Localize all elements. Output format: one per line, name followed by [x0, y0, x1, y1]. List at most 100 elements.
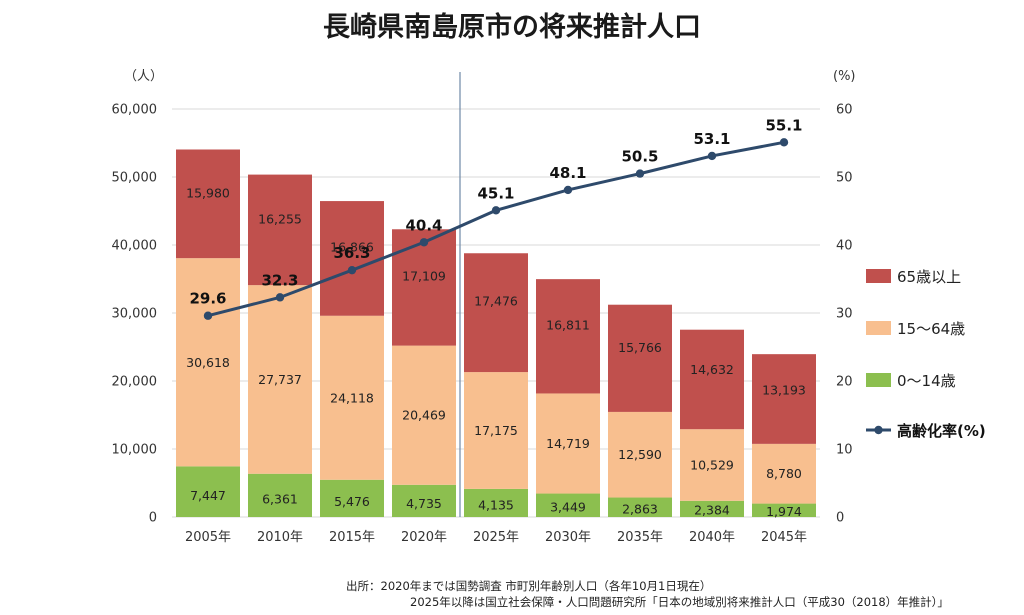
bar-segment-label: 5,476 [334, 494, 370, 509]
bar-segment-label: 15,980 [186, 185, 230, 200]
bar-segment-label: 27,737 [258, 372, 302, 387]
bar-segment-label: 17,476 [474, 293, 518, 308]
bar-segment-label: 30,618 [186, 355, 230, 370]
y-left-tick-label: 40,000 [112, 239, 158, 254]
legend-line-marker [874, 425, 883, 435]
bar-segment-label: 7,447 [190, 488, 226, 503]
legend-label: 15～64歳 [897, 320, 965, 338]
aging-rate-label: 45.1 [477, 184, 514, 202]
bar-segment-age-15-64 [752, 443, 816, 504]
bar-segment-age-0-14 [248, 473, 312, 517]
aging-rate-point [635, 169, 645, 178]
bar-segment-age-65-plus [536, 279, 600, 394]
y-right-tick-label: 60 [836, 103, 853, 118]
bar-segment-label: 10,529 [690, 457, 734, 472]
y-right-tick-label: 20 [836, 375, 853, 390]
bar-segment-label: 13,193 [762, 383, 806, 398]
legend-label: 0～14歳 [897, 372, 956, 390]
bar-segment-label: 14,632 [690, 362, 734, 377]
x-tick-label: 2020年 [401, 530, 447, 545]
y-left-unit: （人） [124, 69, 163, 84]
stacked-bars: 7,447 30,618 15,980 6,361 27,737 16,255 5,476 2… [176, 149, 816, 519]
bar-segment-age-65-plus [320, 201, 384, 316]
y-right-tick-label: 30 [836, 307, 853, 322]
bar-segment-age-65-plus [608, 304, 672, 412]
source-note-line2: 2025年以降は国立社会保障・人口問題研究所「日本の地域別将来推計人口（平成30… [410, 595, 949, 609]
bar-segment-label: 8,780 [766, 466, 802, 481]
bar-segment-age-65-plus [248, 174, 312, 286]
bar-segment-label: 17,175 [474, 423, 518, 438]
y-right-tick-label: 0 [836, 511, 844, 526]
y-left-tick-label: 30,000 [112, 307, 158, 322]
bar-segment-label: 14,719 [546, 436, 590, 451]
bar-segment-age-0-14 [752, 503, 816, 517]
y-left-tick-label: 10,000 [112, 443, 158, 458]
y-left-tick-label: 60,000 [112, 103, 158, 118]
legend-swatch [866, 373, 891, 387]
bar-segment-age-0-14 [680, 500, 744, 517]
bar-segment-label: 1,974 [766, 504, 802, 519]
aging-rate-point [491, 206, 501, 215]
bar-segment-label: 12,590 [618, 447, 662, 462]
aging-rate-label: 50.5 [621, 148, 658, 166]
x-tick-label: 2025年 [473, 530, 519, 545]
y-right-unit: (%) [833, 69, 856, 84]
bar-segment-age-65-plus [176, 149, 240, 259]
axes: 0 0 10,000 10 20,000 20 30,000 30 40,000 40 50,000… [112, 69, 856, 545]
bar-segment-age-65-plus [680, 329, 744, 430]
bar-segment-age-15-64 [392, 345, 456, 485]
bar-segment-label: 2,384 [694, 503, 730, 518]
y-right-tick-label: 40 [836, 239, 853, 254]
y-left-tick-label: 20,000 [112, 375, 158, 390]
aging-rate-label: 32.3 [261, 271, 298, 289]
legend-swatch [866, 321, 891, 335]
bar-segment-age-65-plus [752, 354, 816, 444]
bar-segment-age-0-14 [464, 488, 528, 517]
x-tick-label: 2040年 [689, 530, 735, 545]
x-tick-label: 2045年 [761, 530, 807, 545]
bar-segment-label: 16,811 [546, 317, 590, 332]
x-tick-label: 2005年 [185, 530, 231, 545]
aging-rate-label: 29.6 [189, 290, 226, 308]
bar-segment-label: 15,766 [618, 340, 662, 355]
bar-segment-label: 4,135 [478, 498, 514, 513]
x-tick-label: 2015年 [329, 530, 375, 545]
bar-segment-label: 4,735 [406, 496, 442, 511]
bar-segment-age-15-64 [464, 372, 528, 489]
bar-segment-age-0-14 [608, 497, 672, 517]
bar-segment-age-15-64 [680, 429, 744, 501]
bar-segment-age-0-14 [176, 466, 240, 517]
aging-rate-point [419, 238, 429, 247]
aging-rate-label: 36.3 [333, 244, 370, 262]
bar-segment-label: 24,118 [330, 390, 374, 405]
aging-rate-label: 55.1 [765, 116, 802, 134]
aging-rate-label: 48.1 [549, 164, 586, 182]
y-left-tick-label: 0 [149, 511, 157, 526]
aging-rate-point [707, 151, 717, 161]
legend-swatch [866, 269, 891, 283]
aging-rate-label: 40.4 [405, 216, 442, 234]
bar-segment-age-0-14 [392, 484, 456, 517]
aging-rate-line: 29.6 32.3 36.3 40.4 45.1 48.1 50.5 53.1 55.1 [189, 116, 803, 320]
y-right-tick-label: 50 [836, 171, 853, 186]
bar-segment-label: 16,255 [258, 211, 302, 226]
bar-segment-age-65-plus [392, 229, 456, 346]
bar-segment-age-15-64 [248, 285, 312, 474]
chart-title: 長崎県南島原市の将来推計人口 [323, 11, 701, 43]
bar-segment-label: 3,449 [550, 500, 586, 515]
bar-segment-age-15-64 [608, 411, 672, 498]
bar-segment-label: 20,469 [402, 408, 446, 423]
legend-label: 65歳以上 [897, 268, 961, 286]
bar-segment-age-65-plus [464, 253, 528, 373]
x-tick-label: 2010年 [257, 530, 303, 545]
bar-segment-age-0-14 [320, 479, 384, 517]
aging-rate-point [203, 311, 213, 320]
bar-segment-age-15-64 [176, 258, 240, 467]
x-tick-label: 2030年 [545, 530, 591, 545]
bar-segment-label: 6,361 [262, 491, 298, 506]
aging-rate-point [563, 185, 573, 195]
y-right-tick-label: 10 [836, 443, 853, 458]
bar-segment-label: 17,109 [402, 268, 446, 283]
